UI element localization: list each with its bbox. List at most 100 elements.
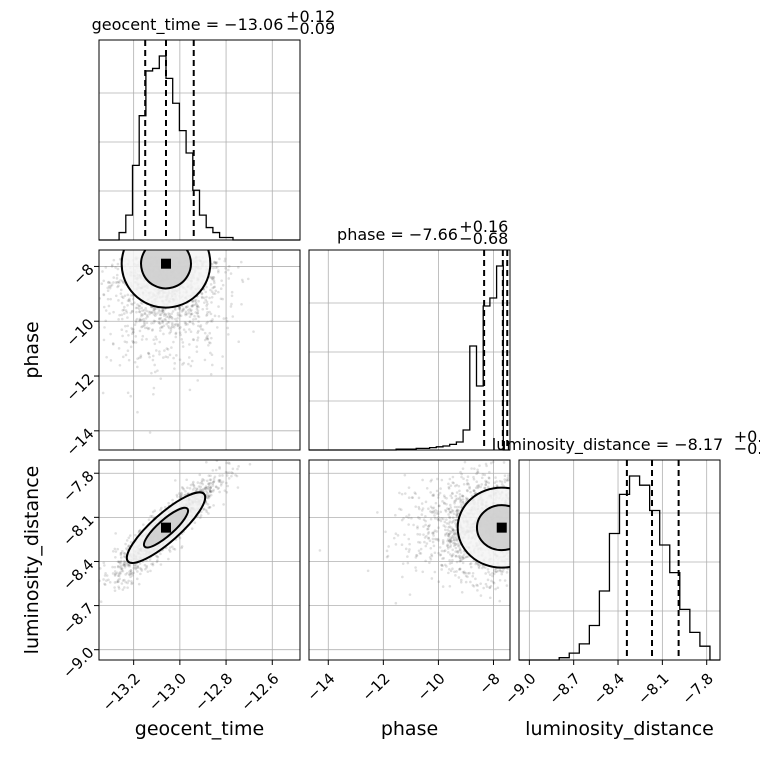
sample-point — [219, 297, 223, 301]
sample-point — [140, 569, 144, 572]
sample-point — [218, 465, 221, 469]
sample-point — [147, 518, 151, 521]
sample-point — [448, 559, 451, 562]
sample-point — [157, 317, 161, 320]
sample-point — [194, 489, 198, 493]
sample-point — [138, 529, 141, 533]
sample-point — [105, 579, 108, 582]
sample-point — [210, 296, 214, 299]
sample-point — [417, 540, 420, 544]
sample-point — [450, 508, 454, 512]
sample-point — [210, 490, 213, 493]
sample-point — [457, 484, 461, 488]
sample-point — [173, 323, 177, 327]
sample-point — [129, 394, 133, 398]
sample-point — [484, 483, 487, 486]
sample-point — [141, 302, 144, 305]
sample-point — [148, 312, 151, 316]
sample-point — [427, 536, 431, 540]
sample-point — [447, 539, 451, 542]
sample-point — [212, 480, 216, 484]
panel-title-main: geocent_time = −13.06 — [92, 15, 284, 35]
sample-point — [132, 340, 136, 344]
sample-point — [498, 599, 502, 603]
sample-point — [115, 273, 119, 277]
sample-point — [209, 493, 213, 497]
sample-point — [477, 565, 481, 568]
sample-point — [428, 556, 432, 559]
sample-point — [109, 284, 113, 288]
sample-point — [456, 544, 460, 548]
sample-point — [458, 568, 461, 571]
sample-point — [199, 324, 203, 327]
sample-point — [150, 311, 154, 315]
sample-point — [122, 280, 125, 284]
sample-point — [150, 371, 153, 375]
sample-point — [218, 257, 221, 261]
sample-point — [444, 534, 447, 537]
sample-point — [217, 486, 221, 490]
sample-point — [205, 313, 209, 316]
sample-point — [160, 326, 164, 329]
sample-point — [210, 363, 214, 367]
sample-point — [195, 302, 198, 306]
sample-point — [184, 323, 188, 326]
sample-point — [199, 488, 202, 491]
sample-point — [180, 546, 183, 550]
sample-point — [197, 329, 200, 333]
sample-point — [102, 279, 106, 283]
sample-point — [134, 341, 138, 344]
sample-point — [155, 349, 158, 352]
sample-point — [200, 296, 204, 300]
sample-point — [157, 308, 161, 311]
sample-point — [132, 566, 136, 570]
sample-point — [429, 546, 433, 550]
sample-point — [124, 542, 127, 546]
sample-point — [214, 289, 218, 293]
sample-point — [427, 524, 430, 528]
sample-point — [146, 315, 150, 318]
sample-point — [212, 279, 216, 283]
sample-point — [118, 562, 122, 565]
sample-point — [180, 492, 183, 496]
sample-point — [498, 578, 502, 582]
sample-point — [446, 507, 449, 510]
sample-point — [476, 562, 480, 566]
sample-point — [461, 570, 465, 574]
sample-point — [161, 309, 165, 313]
sample-point — [455, 483, 459, 487]
sample-point — [217, 290, 220, 294]
sample-point — [376, 511, 379, 514]
sample-point — [208, 296, 211, 300]
sample-point — [459, 470, 462, 474]
sample-point — [450, 526, 453, 529]
sample-point — [440, 549, 444, 553]
sample-point — [165, 322, 168, 326]
sample-point — [140, 306, 143, 310]
sample-point — [122, 308, 126, 312]
sample-point — [121, 569, 125, 573]
sample-point — [424, 523, 427, 527]
sample-point — [454, 536, 458, 539]
panel-title-main: phase = −7.66 — [337, 225, 458, 244]
sample-point — [406, 555, 409, 558]
sample-point — [177, 492, 181, 495]
sample-point — [485, 464, 488, 468]
sample-point — [458, 567, 462, 571]
sample-point — [441, 564, 444, 568]
sample-point — [458, 554, 462, 558]
sample-point — [138, 562, 142, 565]
sample-point — [188, 320, 192, 323]
sample-point — [453, 532, 456, 536]
sample-point — [176, 324, 180, 327]
sample-point — [422, 533, 425, 536]
sample-point — [140, 314, 143, 318]
sample-point — [230, 471, 233, 474]
sample-point — [445, 522, 449, 525]
sample-point — [149, 310, 152, 314]
sample-point — [196, 304, 199, 307]
sample-point — [453, 505, 457, 509]
sample-point — [225, 471, 229, 475]
sample-point — [131, 339, 134, 343]
sample-point — [457, 544, 461, 547]
